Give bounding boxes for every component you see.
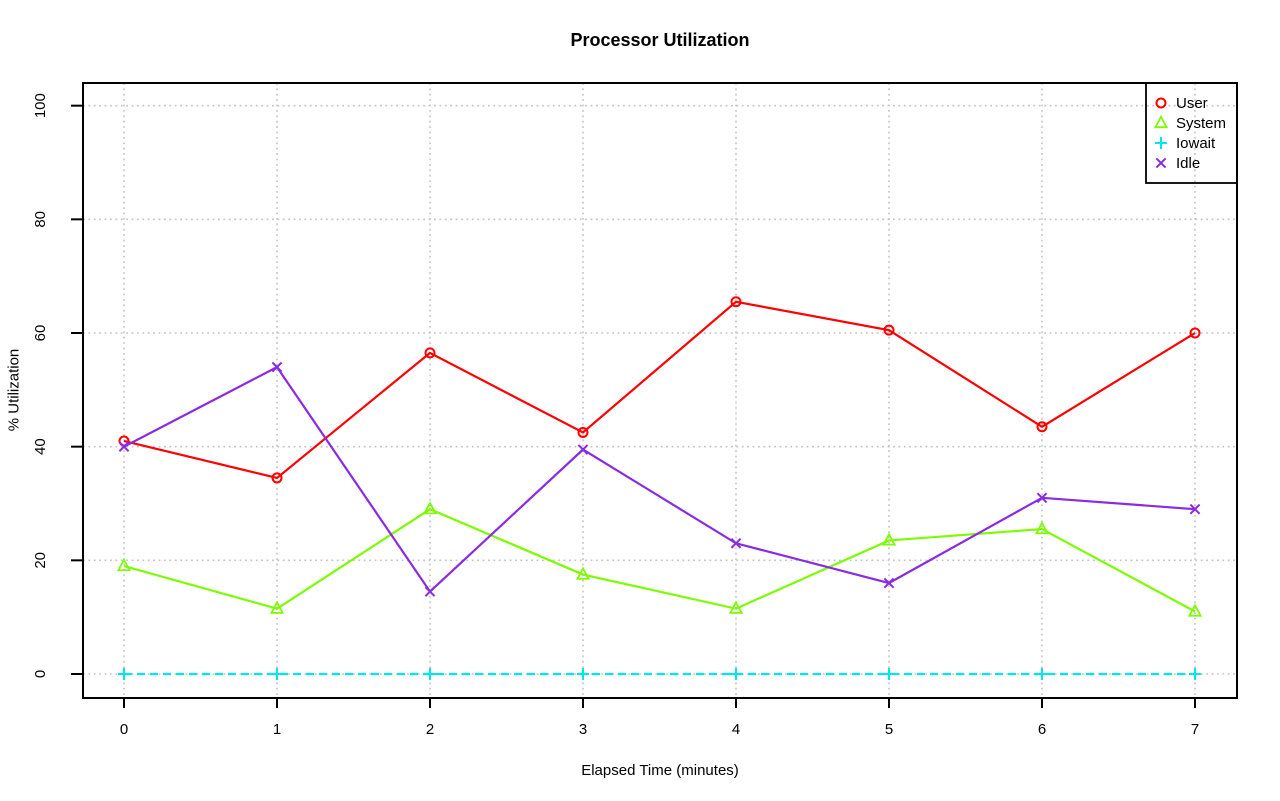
y-tick-label: 100 <box>32 93 49 118</box>
legend-box <box>1145 82 1238 184</box>
series-line-system <box>123 507 1196 613</box>
legend-item-system <box>1153 114 1169 129</box>
y-tick-label: 20 <box>32 552 49 569</box>
triangle-marker-icon <box>881 532 897 546</box>
x-tick-label: 4 <box>732 721 740 738</box>
circle-marker-icon <box>424 347 436 359</box>
plus-marker-icon <box>271 668 283 680</box>
circle-marker-icon <box>1189 327 1201 339</box>
chart-title: Processor Utilization <box>570 30 750 50</box>
series-system <box>116 501 1203 617</box>
x-marker-icon <box>1189 503 1201 515</box>
plus-marker-icon <box>730 668 742 680</box>
x-marker-icon <box>424 586 436 597</box>
series-user <box>118 296 1201 484</box>
x-marker-icon <box>1036 492 1048 504</box>
x-tick-label: 1 <box>273 721 281 738</box>
triangle-marker-icon <box>422 501 438 515</box>
legend-item-idle <box>1155 157 1167 169</box>
x-marker-icon <box>577 444 589 455</box>
legend <box>1145 82 1238 184</box>
x-tick-label: 6 <box>1038 721 1046 738</box>
x-marker-icon <box>271 361 283 373</box>
y-tick-label: 40 <box>32 438 49 455</box>
x-marker-icon <box>1155 157 1167 169</box>
plus-marker-icon <box>883 668 895 680</box>
gridlines <box>83 83 1237 698</box>
legend-label: Idle <box>1176 155 1200 172</box>
x-marker-icon <box>730 537 742 549</box>
legend-label: Iowait <box>1176 135 1216 152</box>
y-tick-label: 80 <box>32 211 49 228</box>
circle-marker-icon <box>883 324 895 336</box>
x-tick-label: 5 <box>885 721 893 738</box>
plus-marker-icon <box>1155 137 1167 149</box>
triangle-marker-icon <box>269 600 285 614</box>
series-line-idle <box>123 365 1196 594</box>
triangle-marker-icon <box>728 600 744 614</box>
series-line-user <box>123 300 1196 480</box>
legend-item-iowait <box>1155 137 1167 149</box>
series-idle <box>118 361 1201 597</box>
y-axis-title: % Utilization <box>5 348 23 432</box>
plus-marker-icon <box>577 668 589 680</box>
axis-ticks <box>71 104 1196 708</box>
x-tick-label: 7 <box>1191 721 1199 738</box>
circle-marker-icon <box>730 296 742 308</box>
x-axis-title: Elapsed Time (minutes) <box>581 762 739 779</box>
legend-label: System <box>1176 115 1226 132</box>
circle-marker-icon <box>271 472 283 484</box>
x-tick-label: 2 <box>426 721 434 738</box>
plus-marker-icon <box>1036 668 1048 680</box>
legend-label: User <box>1176 95 1208 112</box>
triangle-marker-icon <box>1153 114 1169 129</box>
plus-marker-icon <box>1189 668 1201 680</box>
plot-box <box>82 82 1238 699</box>
x-marker-icon <box>118 441 130 452</box>
plus-marker-icon <box>118 668 130 680</box>
triangle-marker-icon <box>1034 520 1050 535</box>
y-tick-label: 0 <box>32 670 49 678</box>
plus-marker-icon <box>424 668 436 680</box>
x-tick-label: 0 <box>120 721 128 738</box>
x-marker-icon <box>883 577 895 589</box>
legend-item-user <box>1155 97 1167 109</box>
triangle-marker-icon <box>1187 603 1203 617</box>
triangle-marker-icon <box>116 557 132 572</box>
triangle-marker-icon <box>575 566 591 580</box>
circle-marker-icon <box>1155 97 1167 109</box>
y-tick-label: 60 <box>32 325 49 342</box>
x-tick-label: 3 <box>579 721 587 738</box>
series-iowait <box>118 668 1201 680</box>
circle-marker-icon <box>1036 421 1048 433</box>
circle-marker-icon <box>577 426 589 438</box>
